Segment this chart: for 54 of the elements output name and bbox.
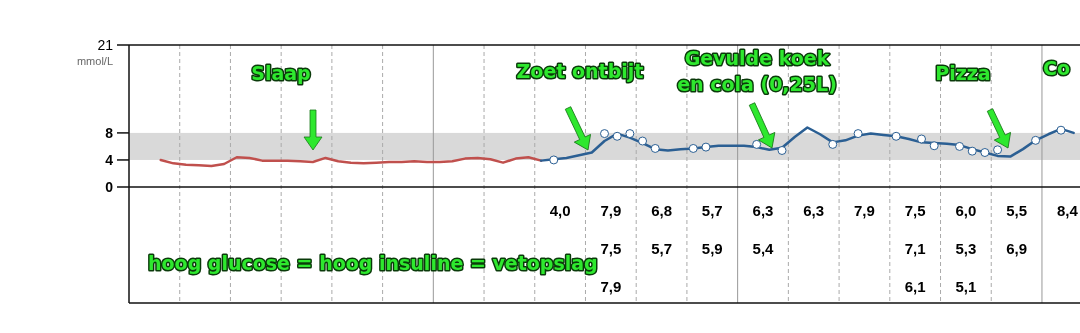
text: 5,7 [701, 202, 723, 219]
point [752, 139, 762, 149]
text: 5,4 [752, 240, 775, 257]
point [777, 145, 787, 155]
text: hoog glucose = hoog insuline = vetopslag [148, 252, 598, 274]
text: 6,8 [651, 202, 672, 219]
text: 6,3 [803, 202, 825, 219]
text: 5,3 [955, 240, 977, 257]
text: 6,9 [1006, 240, 1028, 257]
y-tick-label: 8 [105, 124, 114, 141]
point [688, 143, 698, 153]
text: 6,0 [955, 202, 977, 219]
point [853, 129, 863, 139]
annotation: Zoet ontbijt [516, 60, 644, 82]
y-tick-label: 21 [97, 37, 114, 54]
text: 7,5 [904, 202, 926, 219]
point [993, 145, 1003, 155]
text: 5,5 [1006, 202, 1028, 219]
point [638, 136, 648, 146]
point [980, 148, 990, 158]
line-series [159, 156, 543, 168]
point [625, 129, 635, 139]
point [828, 139, 838, 149]
text: 7,5 [600, 240, 622, 257]
text: 7,9 [600, 278, 622, 295]
point [891, 131, 901, 141]
annotation: Pizza [935, 62, 991, 84]
text: 7,9 [854, 202, 875, 219]
point [929, 141, 939, 151]
point [650, 143, 660, 153]
text: 7,1 [904, 240, 926, 257]
text: 8,4 [1056, 202, 1079, 219]
text: 5,9 [701, 240, 723, 257]
point [967, 146, 977, 156]
text: 6,3 [752, 202, 774, 219]
text: 5,1 [955, 278, 977, 295]
annotation: Co [1043, 57, 1070, 79]
text: 4,0 [549, 202, 571, 219]
point [600, 129, 609, 139]
annotation: Gevulde koek en cola (0,25L) [677, 47, 837, 95]
point [549, 155, 559, 165]
y-tick-label: 0 [105, 179, 114, 196]
text: 7,9 [600, 202, 622, 219]
point [917, 134, 926, 144]
point [955, 141, 965, 151]
point [612, 131, 622, 141]
point [701, 142, 711, 152]
point [1031, 135, 1041, 145]
y-axis-title: mmol/L [76, 55, 113, 67]
annotation: Slaap [251, 62, 311, 84]
text: 6,1 [904, 278, 926, 295]
y-tick-label: 4 [105, 151, 114, 168]
point [1056, 125, 1066, 135]
text: 5,7 [651, 240, 672, 257]
